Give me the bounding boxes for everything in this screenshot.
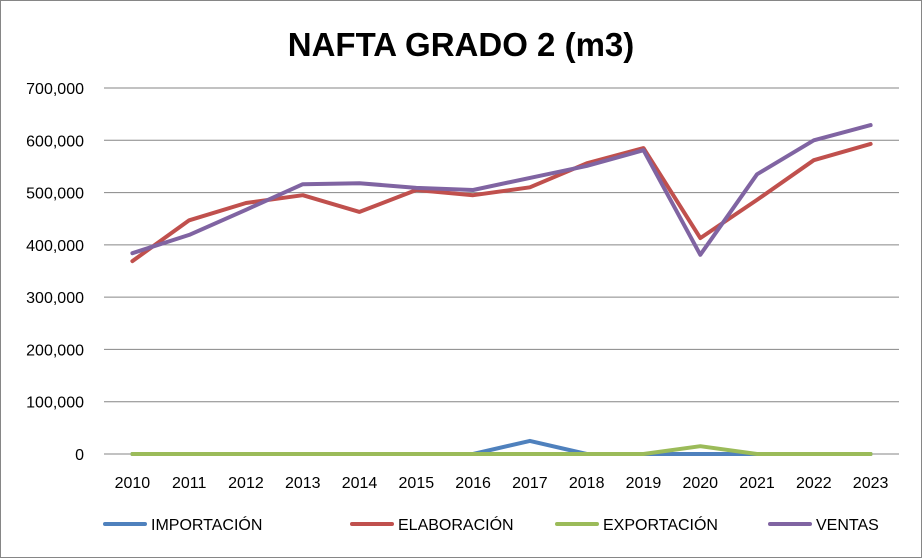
x-tick-label: 2023 [853,475,889,492]
x-tick-label: 2018 [569,475,605,492]
x-tick-label: 2021 [739,475,775,492]
x-tick-label: 2011 [172,475,207,492]
series-lines [130,123,873,456]
legend-label: ELABORACIÓN [398,515,514,534]
x-tick-label: 2016 [455,475,491,492]
x-tick-label: 2015 [399,475,435,492]
y-tick-label: 100,000 [26,395,84,412]
y-tick-label: 300,000 [26,290,84,307]
y-tick-label: 200,000 [26,342,84,359]
x-tick-label: 2017 [512,475,548,492]
y-tick-label: 600,000 [26,133,84,150]
y-tick-label: 0 [75,447,84,464]
x-tick-label: 2019 [626,475,662,492]
x-tick-label: 2013 [285,475,321,492]
x-tick-label: 2010 [115,475,151,492]
y-tick-label: 400,000 [26,238,84,255]
series-line-elaboración [130,141,873,264]
y-tick-label: 500,000 [26,186,84,203]
chart-title: NAFTA GRADO 2 (m3) [288,26,635,63]
x-axis: 2010 2011 2012 2013 2014 2015 2016 2017 2018 2019… [115,475,889,492]
x-tick-label: 2012 [228,475,264,492]
x-tick-label: 2014 [342,475,378,492]
y-tick-label: 700,000 [26,81,84,98]
x-tick-label: 2022 [796,475,832,492]
legend-label: VENTAS [816,517,879,534]
legend: IMPORTACIÓN ELABORACIÓN EXPORTACIÓN VENTAS [103,515,879,534]
series-line-exportación [130,444,873,456]
y-axis: 0 100,000 200,000 300,000 400,000 500,000 600,… [26,81,84,464]
series-line-ventas [130,123,873,257]
gridlines [104,87,899,455]
x-tick-label: 2020 [682,475,718,492]
legend-label: EXPORTACIÓN [603,515,718,534]
legend-label: IMPORTACIÓN [151,515,262,534]
